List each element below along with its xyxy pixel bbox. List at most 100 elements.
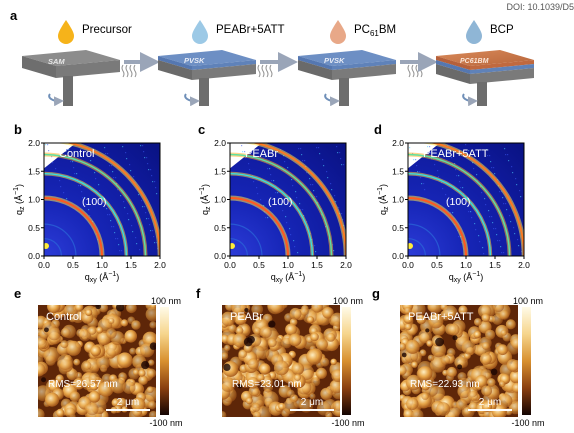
x-axis-label: qxy (Å−1) bbox=[271, 271, 306, 284]
y-axis-close: ) bbox=[14, 184, 24, 187]
x-tick-label: 0.0 bbox=[402, 260, 414, 270]
giwaxs-panel: d PEABr+5ATT (100) 0.0 0.5 1.0 1.5 2.0 0.0 0.5 1.0… bbox=[374, 122, 530, 284]
rms-value: RMS=23.01 nm bbox=[232, 379, 302, 390]
afm-panel: g PEABr+5ATT RMS=22.93 nm 2 μm 100 nm -100 nm bbox=[372, 286, 545, 428]
rotate-arrow-icon bbox=[462, 93, 478, 107]
colorbar-min-label: -100 nm bbox=[331, 418, 364, 428]
substrate-stack: PC61BM bbox=[436, 50, 534, 84]
colorbar-max-label: 100 nm bbox=[333, 296, 363, 306]
panel-label: e bbox=[14, 286, 21, 301]
x-tick-label: 2.0 bbox=[340, 260, 352, 270]
y-axis-q: q bbox=[14, 210, 24, 215]
spin-shaft bbox=[63, 76, 73, 106]
y-axis-q: q bbox=[200, 210, 210, 215]
y-axis-close: ) bbox=[378, 184, 388, 187]
panel-a: a Precursor SAM PEABr+5ATT bbox=[10, 8, 534, 107]
heat-icon bbox=[407, 64, 423, 78]
x-axis-close: ) bbox=[116, 272, 119, 282]
y-tick-label: 1.0 bbox=[392, 195, 404, 205]
x-tick-label: 2.0 bbox=[518, 260, 530, 270]
y-axis-unit: (Å bbox=[200, 195, 210, 207]
x-tick-label: 0.5 bbox=[431, 260, 443, 270]
substrate-label: PVSK bbox=[324, 56, 345, 65]
process-step-1: Precursor SAM bbox=[22, 20, 132, 107]
rms-value: RMS=26.57 nm bbox=[48, 379, 118, 390]
giwaxs-panel: c PEABr (100) 0.0 0.5 1.0 1.5 2.0 0.0 0.5 1.0 1.5 2.… bbox=[198, 122, 352, 284]
x-axis-sub: xy bbox=[276, 277, 284, 284]
panel-label: b bbox=[14, 122, 22, 137]
panel-label: c bbox=[198, 122, 205, 137]
x-tick-label: 0.0 bbox=[224, 260, 236, 270]
step-label: PC61BM bbox=[354, 24, 396, 38]
y-axis-sub: z bbox=[205, 206, 212, 210]
step-label-sub: 61 bbox=[370, 29, 379, 38]
process-step-2: PEABr+5ATT PVSK bbox=[158, 20, 285, 107]
giwaxs-title: PEABr+5ATT bbox=[423, 148, 489, 160]
y-tick-label: 0.0 bbox=[28, 251, 40, 261]
heat-icon bbox=[121, 64, 137, 78]
x-tick-label: 2.0 bbox=[154, 260, 166, 270]
x-axis-unit: (Å bbox=[461, 272, 473, 282]
giwaxs-panel: b Control (100) 0.0 0.5 1.0 1.5 2.0 0.0 0.5 1.0 1.5… bbox=[13, 122, 166, 284]
x-axis-unit: (Å bbox=[97, 272, 109, 282]
y-tick-label: 1.0 bbox=[28, 195, 40, 205]
colorbar-max-label: 100 nm bbox=[151, 296, 181, 306]
y-tick-label: 1.5 bbox=[28, 166, 40, 176]
x-tick-label: 1.5 bbox=[489, 260, 501, 270]
y-axis-exp: −1 bbox=[199, 187, 206, 195]
x-tick-label: 1.0 bbox=[96, 260, 108, 270]
y-tick-label: 2.0 bbox=[214, 138, 226, 148]
panel-label: f bbox=[196, 286, 201, 301]
y-tick-label: 0.5 bbox=[214, 223, 226, 233]
giwaxs-map bbox=[230, 143, 346, 256]
afm-title: PEABr+5ATT bbox=[408, 311, 474, 323]
x-tick-label: 0.5 bbox=[67, 260, 79, 270]
colorbar-min-label: -100 nm bbox=[149, 418, 182, 428]
scale-bar-label: 2 μm bbox=[479, 397, 501, 408]
drop-icon bbox=[58, 20, 74, 44]
colorbar bbox=[342, 307, 351, 415]
y-axis-label: qz (Å−1) bbox=[13, 184, 26, 215]
peak-label: (100) bbox=[268, 196, 293, 208]
drop-icon bbox=[330, 20, 346, 44]
y-tick-label: 2.0 bbox=[392, 138, 404, 148]
step-label: BCP bbox=[490, 24, 514, 36]
rotate-arrow-icon bbox=[48, 93, 64, 107]
spin-shaft bbox=[477, 82, 487, 106]
x-axis-exp: −1 bbox=[472, 271, 480, 278]
rotate-arrow-icon bbox=[324, 93, 340, 107]
y-axis-exp: −1 bbox=[13, 187, 20, 195]
y-tick-label: 0.5 bbox=[392, 223, 404, 233]
x-tick-label: 0.5 bbox=[253, 260, 265, 270]
afm-panel: f PEABr RMS=23.01 nm 2 μm 100 nm -100 nm bbox=[196, 286, 365, 428]
substrate-label: SAM bbox=[48, 57, 65, 66]
substrate-label: PC61BM bbox=[460, 58, 489, 65]
y-axis-q: q bbox=[378, 210, 388, 215]
y-axis-label: qz (Å−1) bbox=[199, 184, 212, 215]
peak-label: (100) bbox=[446, 196, 471, 208]
y-tick-label: 0.5 bbox=[28, 223, 40, 233]
y-tick-label: 0.0 bbox=[214, 251, 226, 261]
colorbar bbox=[522, 307, 531, 415]
x-axis-q: q bbox=[271, 272, 276, 282]
x-axis-unit: (Å bbox=[283, 272, 295, 282]
giwaxs-title: PEABr bbox=[245, 148, 278, 160]
x-tick-label: 0.0 bbox=[38, 260, 50, 270]
giwaxs-map bbox=[408, 143, 524, 256]
y-tick-label: 1.0 bbox=[214, 195, 226, 205]
substrate-stack: SAM bbox=[22, 50, 120, 78]
y-axis-unit: (Å bbox=[378, 195, 388, 207]
afm-image bbox=[222, 305, 340, 417]
x-axis-sub: xy bbox=[454, 277, 462, 284]
y-axis-unit: (Å bbox=[14, 195, 24, 207]
colorbar bbox=[160, 307, 169, 415]
y-tick-label: 2.0 bbox=[28, 138, 40, 148]
giwaxs-panels: b Control (100) 0.0 0.5 1.0 1.5 2.0 0.0 0.5 1.0 1.5… bbox=[13, 122, 530, 284]
rms-value: RMS=22.93 nm bbox=[410, 379, 480, 390]
step-label: Precursor bbox=[82, 24, 132, 36]
spin-shaft bbox=[339, 78, 349, 106]
afm-title: Control bbox=[46, 311, 81, 323]
doi-text: DOI: 10.1039/D5 bbox=[506, 2, 574, 12]
step-label-tail: BM bbox=[379, 24, 396, 36]
